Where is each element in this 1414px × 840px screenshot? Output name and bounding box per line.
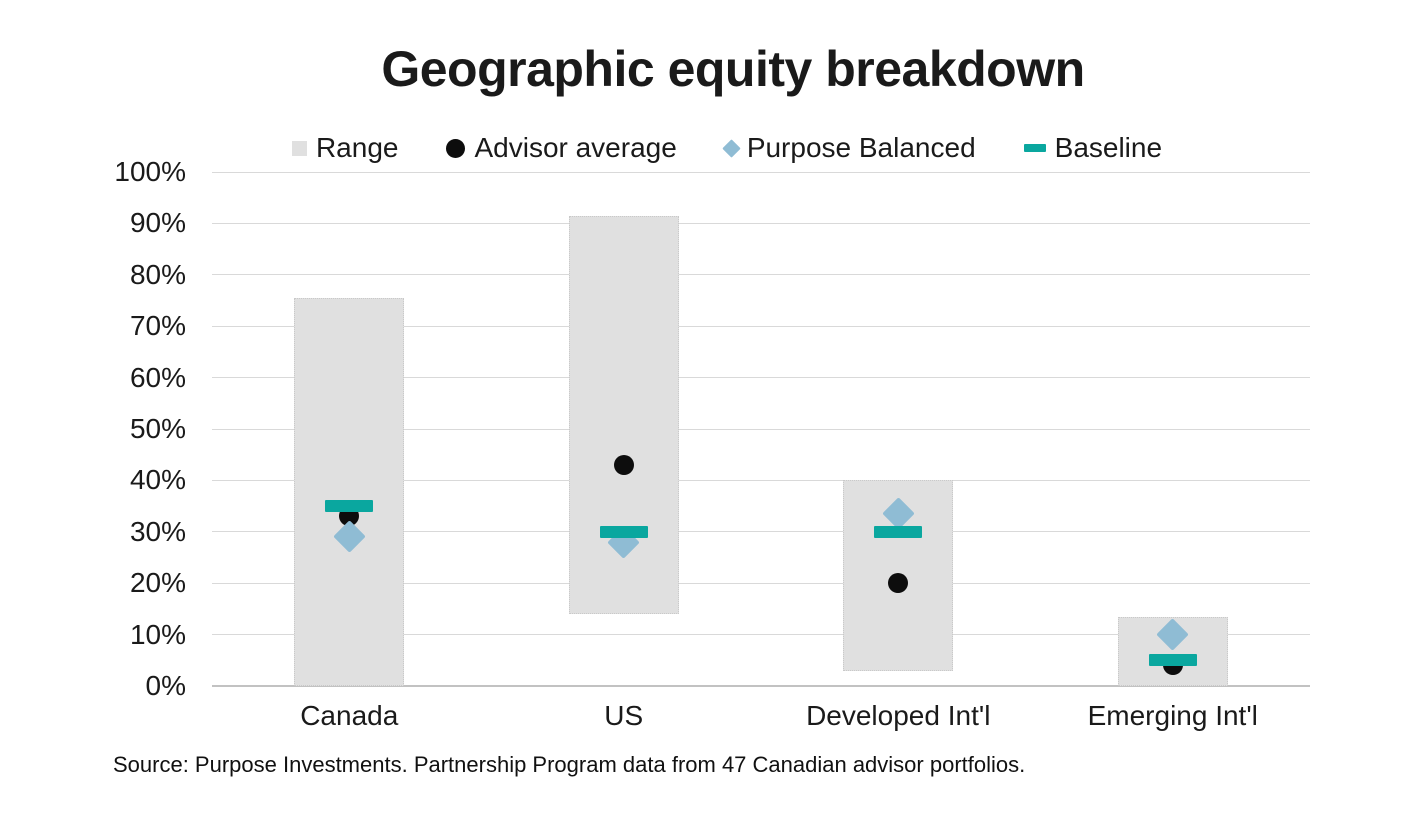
gridline [212,479,1310,481]
source-note: Source: Purpose Investments. Partnership… [113,752,1026,777]
y-axis-label: 40% [129,464,186,496]
chart-legend: Range Advisor average Purpose Balanced Base… [40,128,1414,168]
gridline [212,222,1310,224]
gridline [212,634,1310,636]
x-axis-line [212,685,1310,687]
legend-item-advisor-average: Advisor average [446,132,677,164]
category-label: Developed Int'l [806,700,991,731]
legend-bar-icon [291,140,307,156]
category-label: Emerging Int'l [1087,700,1258,731]
category-label: Canada [300,700,399,731]
y-axis-label: 50% [129,413,186,444]
gridline [212,531,1310,533]
gridline [212,171,1310,173]
y-axis-label: 10% [129,618,186,650]
gridline [212,428,1310,430]
legend-circle-icon [446,138,466,158]
y-axis-label: 90% [129,207,186,239]
gridline [212,274,1310,276]
legend-item-range: Range [291,132,399,164]
baseline-marker [874,525,923,538]
y-axis-label: 100% [114,156,186,187]
legend-label: Advisor average [474,132,677,163]
baseline-marker [599,525,648,538]
plot-area: Canada US Developed Int'l Emerging Int'l 0%… [114,156,1310,731]
chart-title: Geographic equity breakdown [381,41,1085,97]
y-axis-label: 0% [145,670,186,701]
legend-item-purpose-balanced: Purpose Balanced [722,132,976,164]
y-axis-label: 30% [129,515,186,547]
gridline [212,377,1310,379]
y-axis-label: 20% [129,567,186,599]
legend-label: Range [315,132,399,163]
legend-dash-icon [1023,144,1046,152]
range-bar [294,297,405,686]
y-axis-label: 80% [129,258,186,290]
advisor-average-marker [888,573,909,594]
legend-label: Purpose Balanced [746,132,976,163]
baseline-marker [325,500,374,513]
advisor-average-marker [613,454,634,475]
legend-label: Baseline [1054,132,1163,163]
category-label: US [604,700,644,731]
legend-item-baseline: Baseline [1023,132,1163,164]
baseline-marker [1148,654,1197,667]
y-axis-label: 60% [129,361,186,393]
legend-diamond-icon [722,138,741,158]
x-axis-category-labels: Canada US Developed Int'l Emerging Int'l [212,700,1310,732]
y-axis-label: 70% [129,310,186,342]
gridline [212,325,1310,327]
gridline [212,582,1310,584]
